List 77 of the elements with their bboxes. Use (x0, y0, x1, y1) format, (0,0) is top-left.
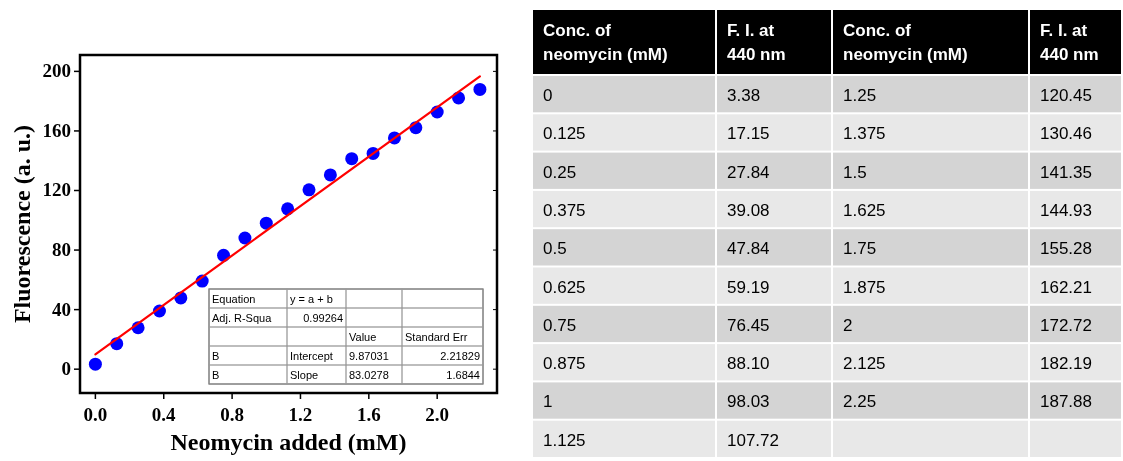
y-axis-title: Fluorescence (a. u.) (9, 124, 35, 324)
point (302, 183, 316, 197)
table-cell: 144.93 (1030, 190, 1121, 228)
annotation: 9.87031 (349, 350, 389, 362)
x-tick-label: 0.4 (151, 404, 177, 425)
annotation: Value (349, 331, 377, 343)
table-cell: 0.75 (533, 305, 715, 343)
x-tick-label: 0.8 (220, 404, 244, 425)
x-tick-label: 1.6 (356, 404, 381, 425)
annotation: Adj. R-Squa (212, 312, 273, 324)
table-cell: 0.375 (533, 190, 715, 228)
point (473, 82, 487, 96)
table-cell: 1.125 (533, 420, 715, 457)
annotation: B (212, 350, 220, 362)
table-cell: 182.19 (1030, 344, 1121, 381)
annotation: 0.99264 (303, 312, 343, 324)
table-cell: 2 (833, 305, 1028, 343)
table-cell: 0.875 (533, 344, 715, 381)
point (345, 152, 359, 166)
table-cell: 0.625 (533, 267, 715, 304)
table-cell: 1.5 (833, 152, 1028, 189)
table-cell: 76.45 (717, 305, 831, 343)
y-tick-label: 200 (42, 60, 71, 82)
table-cell: 98.03 (717, 382, 831, 419)
y-tick-label: 160 (42, 119, 71, 141)
table-cell: 120.45 (1030, 76, 1121, 113)
annotation: 2.21829 (440, 350, 480, 362)
annotation: Slope (290, 369, 319, 381)
table-cell: 130.46 (1030, 114, 1121, 151)
annotation: Standard Err (405, 331, 468, 343)
table-cell: 39.08 (717, 190, 831, 228)
table-cell: 27.84 (717, 152, 831, 189)
table-cell: 162.21 (1030, 267, 1121, 304)
table-cell: 107.72 (717, 420, 831, 457)
x-tick-label: 2.0 (425, 404, 450, 425)
table-cell: 3.38 (717, 76, 831, 113)
table-cell: 17.15 (717, 114, 831, 151)
text: Conc. of neomycin (mM) (843, 21, 968, 64)
y-tick-label: 80 (52, 239, 71, 261)
annotation: 1.6844 (446, 369, 480, 381)
table-cell: 0.25 (533, 152, 715, 189)
table-cell: 47.84 (717, 229, 831, 266)
table-cell: 0.125 (533, 114, 715, 151)
table-cell: 155.28 (1030, 229, 1121, 266)
text: F. I. at 440 nm (1040, 21, 1099, 64)
table-cell: 1.875 (833, 267, 1028, 304)
table-cell: 172.72 (1030, 305, 1121, 343)
x-tick-label: 0.0 (83, 404, 108, 425)
annotation: Intercept (290, 350, 333, 362)
y-tick-label: 0 (61, 358, 71, 380)
text: F. I. at 440 nm (727, 21, 786, 64)
point (323, 168, 337, 182)
table-cell: 1.25 (833, 76, 1028, 113)
point (88, 357, 102, 371)
table-cell: 2.25 (833, 382, 1028, 419)
table-cell: 0 (533, 76, 715, 113)
table-cell: 1 (533, 382, 715, 419)
table-cell: 59.19 (717, 267, 831, 304)
table-cell: 0.5 (533, 229, 715, 266)
annotation: B (212, 369, 220, 381)
point (238, 231, 252, 245)
annotation: Equation (212, 293, 256, 305)
annotation: 83.0278 (349, 369, 389, 381)
x-tick-label: 1.2 (288, 404, 313, 425)
table-cell: 88.10 (717, 344, 831, 381)
table-cell: 1.625 (833, 190, 1028, 228)
point (259, 216, 273, 230)
annotation: y = a + b (290, 293, 333, 305)
y-tick-label: 120 (42, 179, 71, 201)
table-cell: 1.375 (833, 114, 1028, 151)
table-cell: 187.88 (1030, 382, 1121, 419)
table-cell: 2.125 (833, 344, 1028, 381)
text: Conc. of neomycin (mM) (543, 21, 668, 64)
table-cell: 1.75 (833, 229, 1028, 266)
x-axis-title: Neomycin added (mM) (170, 429, 407, 455)
table-cell: 141.35 (1030, 152, 1121, 189)
y-tick-label: 40 (52, 298, 71, 320)
